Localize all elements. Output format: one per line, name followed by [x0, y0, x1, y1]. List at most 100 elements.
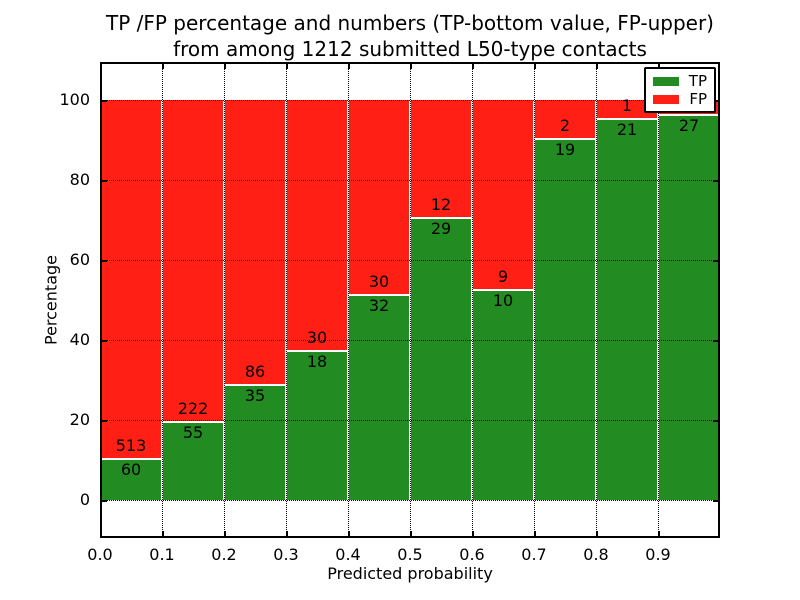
- bar-count-label-tp: 55: [182, 422, 204, 442]
- horizontal-gridline: [100, 260, 720, 261]
- tick-mark: [102, 99, 107, 102]
- tick-mark: [713, 179, 718, 182]
- x-tick-label: 0.1: [149, 545, 175, 564]
- tick-mark: [471, 64, 474, 69]
- bar-count-label-fp: 30: [306, 328, 328, 347]
- x-tick-label: 0.3: [273, 545, 299, 564]
- tick-mark: [533, 531, 536, 536]
- tick-mark: [223, 531, 226, 536]
- x-tick-label: 0.2: [211, 545, 237, 564]
- legend-swatch-tp: [653, 76, 679, 86]
- y-tick-label: 40: [69, 330, 90, 349]
- tick-mark: [161, 531, 164, 536]
- legend-entry: TP: [653, 71, 707, 90]
- x-tick-label: 0.5: [397, 545, 423, 564]
- bar-count-label-tp: 35: [244, 386, 266, 406]
- bar-count-label-fp: 86: [244, 362, 266, 382]
- bar-fp-segment: [596, 100, 658, 119]
- bar-fp-segment: [534, 100, 596, 139]
- x-tick-label: 0.6: [459, 545, 485, 564]
- tick-mark: [713, 499, 718, 502]
- bar-count-label-fp: 1: [621, 96, 633, 116]
- bar-tp-segment: [472, 289, 534, 500]
- tick-mark: [285, 64, 288, 69]
- horizontal-gridline: [100, 340, 720, 341]
- vertical-gridline: [286, 62, 287, 538]
- tick-mark: [347, 531, 350, 536]
- tick-mark: [595, 64, 598, 69]
- legend: TP FP: [644, 67, 716, 113]
- vertical-gridline: [472, 62, 473, 538]
- legend-entry: FP: [653, 89, 707, 108]
- plot-area: 51360222558635301830321229910219121127: [99, 62, 720, 538]
- bar-fp-segment: [472, 100, 534, 290]
- x-tick-label: 0.8: [583, 545, 609, 564]
- x-tick-label: 0.0: [87, 545, 113, 564]
- tick-mark: [657, 531, 660, 536]
- chart-title: TP /FP percentage and numbers (TP-bottom…: [90, 10, 730, 62]
- tick-mark: [102, 339, 107, 342]
- vertical-gridline: [596, 62, 597, 538]
- tick-mark: [223, 64, 226, 69]
- tick-mark: [102, 499, 107, 502]
- bar-fp-segment: [410, 100, 472, 218]
- bar-count-label-fp: 9: [497, 267, 509, 287]
- tick-mark: [99, 531, 102, 536]
- tick-mark: [285, 531, 288, 536]
- vertical-gridline: [348, 62, 349, 538]
- horizontal-gridline: [100, 500, 720, 501]
- bar-count-label-tp: 32: [368, 295, 390, 315]
- vertical-gridline: [410, 62, 411, 538]
- vertical-gridline: [162, 62, 163, 538]
- y-tick-label: 20: [69, 410, 90, 429]
- bar-count-label-tp: 10: [492, 291, 514, 311]
- vertical-gridline: [224, 62, 225, 538]
- tick-mark: [161, 64, 164, 69]
- tick-mark: [102, 179, 107, 182]
- bar-count-label-tp: 27: [678, 116, 700, 136]
- bar-tp-segment: [286, 350, 348, 500]
- tick-mark: [595, 531, 598, 536]
- bar-count-label-fp: 222: [177, 398, 209, 418]
- bar-count-label-fp: 30: [368, 271, 390, 291]
- x-tick-label: 0.7: [521, 545, 547, 564]
- bar-count-label-tp: 60: [120, 460, 142, 480]
- tick-mark: [347, 64, 350, 69]
- bar-count-label-fp: 513: [115, 436, 147, 456]
- legend-label: TP: [688, 71, 707, 90]
- y-tick-label: 100: [59, 90, 90, 109]
- bar-fp-segment: [100, 100, 162, 459]
- horizontal-gridline: [100, 180, 720, 181]
- bar-tp-segment: [100, 458, 162, 500]
- tick-mark: [533, 64, 536, 69]
- bar-count-label-tp: 19: [554, 140, 576, 160]
- bar-fp-segment: [348, 100, 410, 294]
- bar-count-label-tp: 29: [430, 219, 452, 239]
- horizontal-gridline: [100, 100, 720, 101]
- bar-tp-segment: [410, 217, 472, 500]
- x-axis-label: Predicted probability: [327, 564, 493, 583]
- bar-count-label-tp: 21: [616, 120, 638, 140]
- tick-mark: [409, 64, 412, 69]
- x-tick-label: 0.9: [645, 545, 671, 564]
- bar-count-label-fp: 2: [559, 116, 571, 136]
- bar-count-label-fp: 12: [430, 195, 452, 215]
- tick-mark: [713, 259, 718, 262]
- legend-label: FP: [689, 89, 707, 108]
- legend-swatch-fp: [653, 94, 679, 104]
- bar-tp-segment: [534, 138, 596, 500]
- tick-mark: [99, 64, 102, 69]
- bar-tp-segment: [162, 420, 224, 500]
- vertical-gridline: [658, 62, 659, 538]
- x-tick-label: 0.4: [335, 545, 361, 564]
- tick-mark: [102, 419, 107, 422]
- horizontal-gridline: [100, 420, 720, 421]
- tick-mark: [713, 339, 718, 342]
- tick-mark: [409, 531, 412, 536]
- chart-title-line2: from among 1212 submitted L50-type conta…: [173, 37, 647, 61]
- bar-count-label-tp: 18: [306, 352, 328, 371]
- vertical-gridline: [534, 62, 535, 538]
- y-tick-label: 60: [69, 250, 90, 269]
- bar-fp-segment: [224, 100, 286, 385]
